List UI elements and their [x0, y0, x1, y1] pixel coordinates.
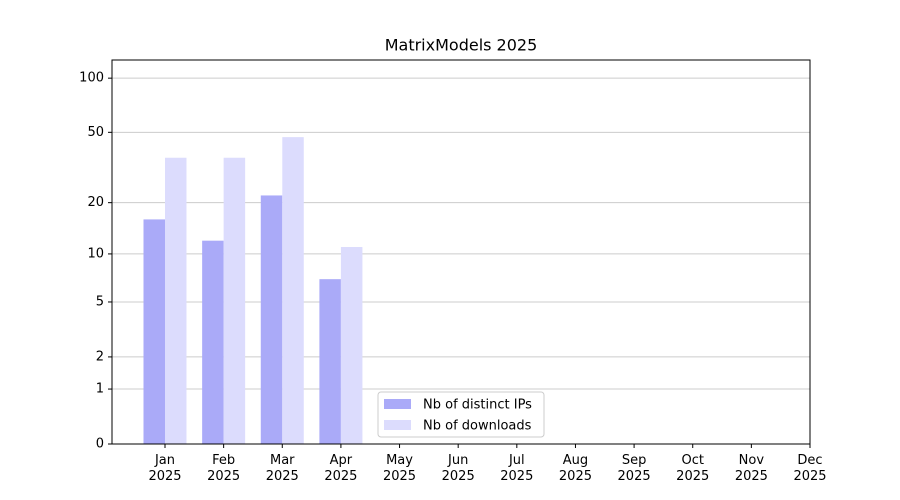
legend-label: Nb of distinct IPs: [423, 398, 532, 413]
x-tick-label: Apr 2025: [324, 453, 358, 484]
bar: [202, 240, 224, 444]
bar: [319, 279, 341, 444]
legend-swatch: [384, 420, 411, 430]
y-tick-label: 50: [87, 125, 104, 140]
x-tick-label: Oct 2025: [676, 453, 710, 484]
x-tick-label: Jul 2025: [500, 453, 534, 484]
plot-frame: [111, 59, 811, 445]
bar: [143, 219, 165, 444]
y-tick-label: 1: [96, 382, 104, 397]
legend-label: Nb of downloads: [423, 419, 532, 434]
bar: [223, 157, 246, 444]
x-tick-label: Mar 2025: [265, 453, 299, 484]
y-tick-label: 10: [87, 246, 104, 261]
legend-swatch: [384, 399, 411, 409]
x-tick-label: Jun 2025: [441, 453, 475, 484]
legend-box: [377, 391, 545, 438]
chart-title: MatrixModels 2025: [385, 36, 538, 55]
bar: [340, 247, 363, 444]
y-tick-label: 100: [79, 71, 104, 86]
bar: [165, 157, 187, 444]
y-tick-label: 20: [87, 195, 104, 210]
x-tick-label: Aug 2025: [558, 453, 592, 484]
x-tick-label: Nov 2025: [734, 453, 768, 484]
y-tick-label: 5: [96, 294, 104, 309]
x-tick-label: Dec 2025: [793, 453, 827, 484]
x-tick-label: May 2025: [382, 453, 417, 484]
y-tick-label: 2: [96, 349, 104, 364]
x-tick-label: Jan 2025: [148, 453, 182, 484]
x-tick-label: Feb 2025: [207, 453, 241, 484]
x-tick-label: Sep 2025: [617, 453, 651, 484]
bar: [260, 195, 283, 444]
y-tick-label: 0: [96, 437, 104, 452]
bar: [282, 137, 304, 445]
